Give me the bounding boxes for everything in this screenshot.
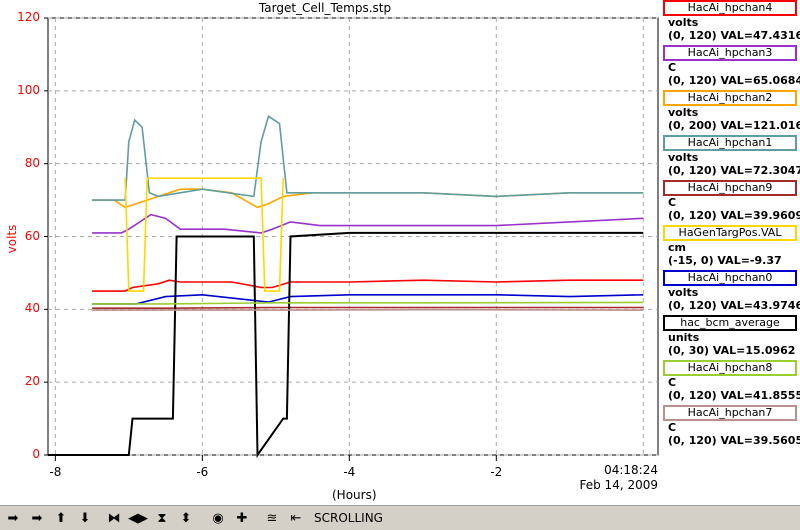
series-line-HacAi_hpchan3 [92,213,644,234]
expand-horizontal-icon[interactable]: ⧓ [107,511,121,526]
legend-range-value: (0, 120) VAL=65.0684 [668,74,800,87]
legend-item[interactable]: HacAi_hpchan4 volts (0, 120) VAL=47.4316 [660,0,800,44]
legend-item[interactable]: HaGenTargPos.VAL cm (-15, 0) VAL=-9.37 [660,225,800,269]
arrow-up-icon[interactable]: ⬆ [55,511,67,526]
legend-range-value: (-15, 0) VAL=-9.37 [668,254,782,267]
y-tick-label: 0 [32,447,40,461]
legend-range-value: (0, 120) VAL=41.8555 [668,389,800,402]
legend-channel-button[interactable]: HacAi_hpchan8 [663,360,797,376]
y-tick-label: 60 [24,228,40,243]
legend-unit: cm [668,241,686,254]
series-line-HaGenTargPos.VAL [124,177,284,292]
legend-channel-button[interactable]: HacAi_hpchan0 [663,270,797,286]
expand-vertical-icon[interactable]: ⧗ [157,511,167,526]
legend-channel-button[interactable]: HacAi_hpchan9 [663,180,797,196]
x-tick-label: -6 [196,465,209,479]
legend-unit: volts [668,16,699,29]
timestamp-time: 04:18:24 [604,463,658,477]
legend-channel-button[interactable]: HacAi_hpchan1 [663,135,797,151]
legend-unit: volts [668,151,699,164]
legend-unit: units [668,331,700,344]
legend-item[interactable]: HacAi_hpchan8 C (0, 120) VAL=41.8555 [660,360,800,404]
legend-range-value: (0, 120) VAL=47.4316 [668,29,800,42]
legend-item[interactable]: HacAi_hpchan0 volts (0, 120) VAL=43.9746 [660,270,800,314]
series-line-HacAi_hpchan8 [92,301,644,305]
y-tick-label: 120 [17,10,40,24]
toolbar: ➡ ➡ ⬆ ⬇ ⧓ ◀▶ ⧗ ⬍ ◉ ✚ ≊ ⇤ SCROLLING [0,505,800,530]
x-tick-label: -2 [490,465,503,479]
series-line-HacAi_hpchan4 [92,279,644,292]
chart-title: Target_Cell_Temps.stp [258,1,392,15]
mode-label: SCROLLING [314,511,383,525]
series-line-HacAi_hpchan9 [92,306,644,310]
legend-channel-button[interactable]: HacAi_hpchan7 [663,405,797,421]
legend-unit: volts [668,106,699,119]
x-tick-label: -4 [343,465,356,479]
legend-item[interactable]: HacAi_hpchan7 C (0, 120) VAL=39.5605 [660,405,800,449]
legend-channel-button[interactable]: HacAi_hpchan4 [663,0,797,16]
legend-range-value: (0, 120) VAL=39.9609 [668,209,800,222]
legend-range-value: (0, 200) VAL=121.016 [668,119,800,132]
legend-channel-button[interactable]: HacAi_hpchan3 [663,45,797,61]
legend-unit: C [668,61,677,74]
scroll-right-icon[interactable]: ➡ [7,511,19,526]
legend-item[interactable]: hac_bcm_average units (0, 30) VAL=15.0962 [660,315,800,359]
y-tick-label: 20 [24,374,40,389]
legend-unit: C [668,421,677,434]
timestamp-date: Feb 14, 2009 [579,478,659,492]
legend-unit: C [668,376,677,389]
record-icon[interactable]: ◉ [212,511,224,526]
series-line-HacAi_hpchan1 [92,115,644,201]
legend-range-value: (0, 120) VAL=39.5605 [668,434,800,447]
series-line-hac_bcm_average [48,231,644,459]
legend-item[interactable]: HacAi_hpchan9 C (0, 120) VAL=39.9609 [660,180,800,224]
legend-item[interactable]: HacAi_hpchan3 C (0, 120) VAL=65.0684 [660,45,800,89]
y-tick-label: 80 [24,155,40,170]
legend-panel: HacAi_hpchan4 volts (0, 120) VAL=47.4316 Ha… [660,0,800,470]
legend-unit: volts [668,286,699,299]
compress-horizontal-icon[interactable]: ◀▶ [128,511,148,526]
autoscale-icon[interactable]: ≊ [266,511,278,526]
legend-item[interactable]: HacAi_hpchan2 volts (0, 200) VAL=121.016 [660,90,800,134]
y-tick-label: 40 [24,301,40,316]
legend-item[interactable]: HacAi_hpchan1 volts (0, 120) VAL=72.3047 [660,135,800,179]
timestamp: 04:18:24 Feb 14, 2009 [560,463,659,493]
legend-range-value: (0, 120) VAL=43.9746 [668,299,800,312]
y-tick-label: 100 [17,82,40,97]
legend-channel-button[interactable]: hac_bcm_average [663,315,797,331]
x-tick-label: -8 [49,465,62,479]
series-line-HacAi_hpchan0 [92,293,644,305]
legend-range-value: (0, 30) VAL=15.0962 [668,344,796,357]
legend-unit: C [668,196,677,209]
legend-range-value: (0, 120) VAL=72.3047 [668,164,800,177]
legend-channel-button[interactable]: HaGenTargPos.VAL [663,225,797,241]
arrow-right-icon[interactable]: ➡ [31,511,43,526]
x-axis-label: (Hours) [332,488,377,502]
scroll-back-icon[interactable]: ⇤ [290,511,302,526]
strip-chart-window: Target_Cell_Temps.stp 0 20 40 60 80 100 120 vo… [5,0,800,502]
compress-vertical-icon[interactable]: ⬍ [180,511,192,526]
plus-icon[interactable]: ✚ [236,511,248,526]
legend-channel-button[interactable]: HacAi_hpchan2 [663,90,797,106]
y-axis-label: volts [5,224,19,254]
plot-canvas [44,17,659,461]
arrow-down-icon[interactable]: ⬇ [79,511,91,526]
